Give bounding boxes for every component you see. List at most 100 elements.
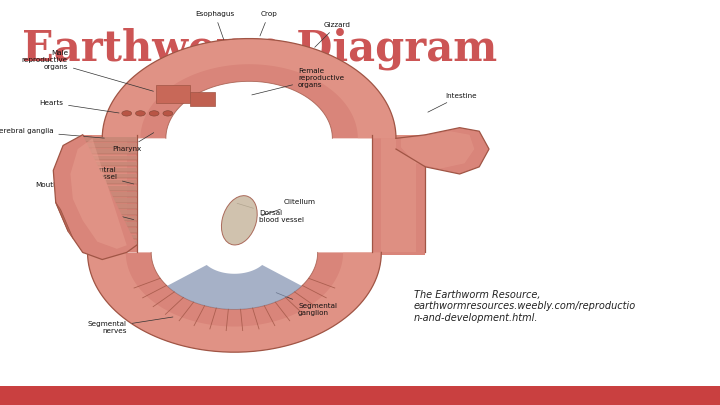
Text: Female
reproductive
organs: Female reproductive organs <box>252 68 344 95</box>
Polygon shape <box>83 137 137 142</box>
Polygon shape <box>372 252 426 254</box>
Text: Pharynx: Pharynx <box>112 133 154 152</box>
Polygon shape <box>372 139 426 141</box>
Polygon shape <box>83 135 137 252</box>
Polygon shape <box>102 38 396 139</box>
Ellipse shape <box>149 111 159 116</box>
Polygon shape <box>372 196 426 198</box>
Polygon shape <box>372 208 426 210</box>
Text: Crop: Crop <box>260 11 277 36</box>
Text: Segmental
ganglion: Segmental ganglion <box>276 293 337 316</box>
Polygon shape <box>83 156 137 160</box>
Polygon shape <box>372 238 426 240</box>
Ellipse shape <box>222 196 257 245</box>
Polygon shape <box>372 151 426 153</box>
Polygon shape <box>372 156 426 158</box>
Polygon shape <box>372 175 426 177</box>
Polygon shape <box>372 229 426 231</box>
Polygon shape <box>372 198 426 200</box>
Polygon shape <box>372 241 426 243</box>
Polygon shape <box>372 179 426 181</box>
Ellipse shape <box>122 111 132 116</box>
Polygon shape <box>372 164 426 166</box>
Text: Segmental
blood vessel: Segmental blood vessel <box>72 203 134 220</box>
Ellipse shape <box>163 111 173 116</box>
Text: Clitellum: Clitellum <box>261 200 315 216</box>
Polygon shape <box>372 199 426 201</box>
Text: Esophagus: Esophagus <box>195 11 235 40</box>
Polygon shape <box>372 145 426 148</box>
Text: Earthworm Diagram: Earthworm Diagram <box>22 27 498 70</box>
Polygon shape <box>372 140 426 142</box>
Polygon shape <box>372 226 426 228</box>
Polygon shape <box>372 168 426 171</box>
Polygon shape <box>83 216 137 221</box>
Polygon shape <box>372 182 426 184</box>
Polygon shape <box>372 234 426 236</box>
Text: Male
reproductive
organs: Male reproductive organs <box>22 50 153 91</box>
Polygon shape <box>382 135 415 252</box>
Polygon shape <box>372 150 426 152</box>
Text: Segmental
nerves: Segmental nerves <box>88 317 173 334</box>
Polygon shape <box>372 245 426 247</box>
Polygon shape <box>88 252 382 352</box>
Polygon shape <box>83 204 137 209</box>
Polygon shape <box>83 222 137 227</box>
Text: Ventral
blood vessel: Ventral blood vessel <box>72 168 134 184</box>
Polygon shape <box>372 177 426 179</box>
Polygon shape <box>83 198 137 203</box>
Polygon shape <box>372 180 426 182</box>
Polygon shape <box>372 209 426 211</box>
Polygon shape <box>372 159 426 161</box>
Polygon shape <box>372 141 426 143</box>
Polygon shape <box>372 143 426 145</box>
Polygon shape <box>372 237 426 239</box>
Polygon shape <box>372 170 426 172</box>
Polygon shape <box>83 186 137 190</box>
Polygon shape <box>83 149 137 154</box>
Polygon shape <box>372 203 426 205</box>
Text: Mouth: Mouth <box>35 182 76 205</box>
Polygon shape <box>83 168 137 172</box>
Polygon shape <box>372 251 426 253</box>
Ellipse shape <box>135 111 145 116</box>
Polygon shape <box>372 235 426 237</box>
Polygon shape <box>372 205 426 207</box>
Polygon shape <box>83 241 137 245</box>
Polygon shape <box>372 231 426 233</box>
Polygon shape <box>372 247 426 249</box>
Polygon shape <box>53 135 137 260</box>
Text: Hearts: Hearts <box>39 100 119 113</box>
Polygon shape <box>372 186 426 188</box>
Polygon shape <box>372 242 426 245</box>
Polygon shape <box>83 234 137 239</box>
Polygon shape <box>372 224 426 226</box>
Polygon shape <box>401 131 474 168</box>
Polygon shape <box>372 239 426 241</box>
Polygon shape <box>83 192 137 197</box>
Polygon shape <box>372 149 426 151</box>
Polygon shape <box>372 153 426 155</box>
Polygon shape <box>372 144 426 146</box>
Polygon shape <box>372 216 426 218</box>
Polygon shape <box>55 202 73 238</box>
Polygon shape <box>372 163 426 165</box>
Polygon shape <box>83 228 137 233</box>
Text: Gizzard: Gizzard <box>315 22 351 47</box>
Polygon shape <box>372 202 426 204</box>
Polygon shape <box>372 192 426 194</box>
Polygon shape <box>102 38 396 139</box>
Polygon shape <box>372 193 426 195</box>
Polygon shape <box>372 172 426 174</box>
Polygon shape <box>372 221 426 223</box>
Polygon shape <box>372 248 426 250</box>
Text: The Earthworm Resource,
earthwormresources.weebly.com/reproductio
n-and-developm: The Earthworm Resource, earthwormresourc… <box>414 290 636 323</box>
Text: Dorsal
blood vessel: Dorsal blood vessel <box>237 203 304 223</box>
Polygon shape <box>372 232 426 234</box>
Bar <box>0 386 720 405</box>
Polygon shape <box>372 218 426 220</box>
Polygon shape <box>372 190 426 192</box>
Polygon shape <box>156 85 190 103</box>
Polygon shape <box>372 173 426 175</box>
Polygon shape <box>372 166 426 168</box>
